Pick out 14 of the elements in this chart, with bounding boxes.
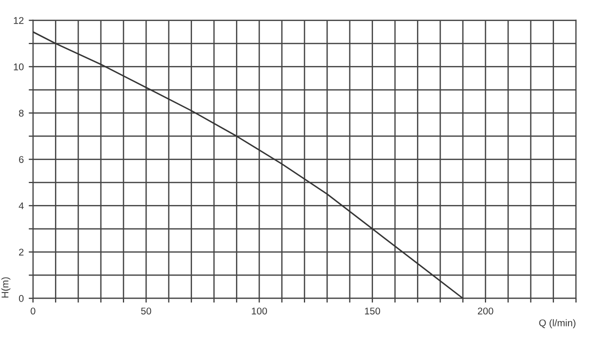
y-tick-label: 0 xyxy=(18,295,24,302)
y-tick-label: 4 xyxy=(18,202,24,210)
x-tick-label: 100 xyxy=(252,308,267,314)
x-tick-label: 200 xyxy=(478,308,494,314)
x-tick-label: 150 xyxy=(365,308,380,314)
y-tick-label: 2 xyxy=(19,248,24,256)
x-tick-label: 50 xyxy=(141,308,152,314)
y-tick-label: 6 xyxy=(19,156,24,163)
y-axis-title: H(m) xyxy=(1,277,10,298)
y-tick-label: 8 xyxy=(18,110,24,117)
x-tick-label: 0 xyxy=(30,308,36,314)
x-axis-title: Q (l/min) xyxy=(539,319,576,328)
y-tick-label: 10 xyxy=(14,63,24,70)
y-tick-label: 12 xyxy=(14,17,24,24)
